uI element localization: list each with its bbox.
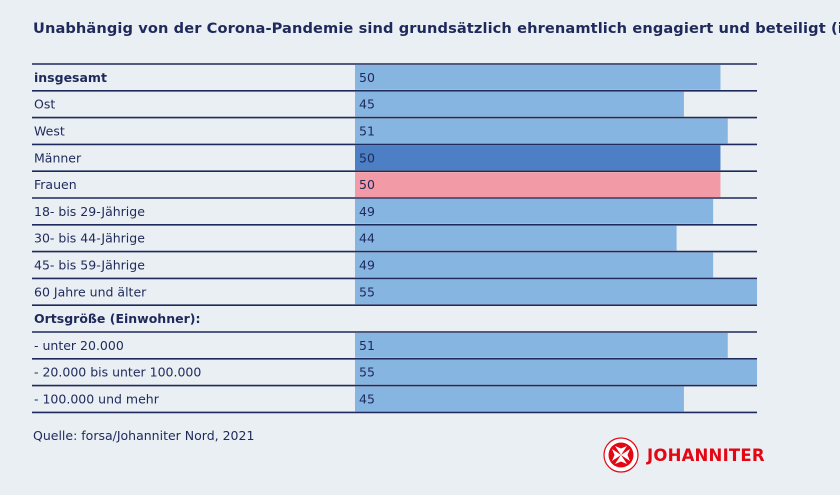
bar-value-label: 51 <box>359 338 375 353</box>
row-label: insgesamt <box>34 70 107 85</box>
chart-title: Unabhängig von der Corona-Pandemie sind … <box>33 20 840 37</box>
chart-row: 45 Ost <box>34 91 684 117</box>
row-label: - unter 20.000 <box>34 338 124 353</box>
bar <box>355 225 677 251</box>
row-label: - 100.000 und mehr <box>34 392 160 407</box>
row-label: Frauen <box>34 177 77 192</box>
bar <box>355 386 684 412</box>
chart-row: 49 18- bis 29-Jährige <box>34 199 714 224</box>
johanniter-logo: JOHANNITER <box>603 437 765 473</box>
chart-row: Ortsgröße (Einwohner): <box>34 311 200 326</box>
row-label: Männer <box>34 150 82 165</box>
chart-row: 51 - unter 20.000 <box>34 333 728 358</box>
bar <box>355 359 757 385</box>
row-label: 60 Jahre und älter <box>34 284 147 299</box>
chart-row: 55 60 Jahre und älter <box>34 279 757 305</box>
johanniter-emblem-icon <box>603 437 639 473</box>
row-label: 18- bis 29-Jährige <box>34 204 145 219</box>
chart-row: 44 30- bis 44-Jährige <box>34 225 677 251</box>
bar-value-label: 45 <box>359 97 375 112</box>
bar-chart: 50 insgesamt 45 Ost 51 West 50 Männer 50 Frauen 49… <box>32 63 757 414</box>
group-header-label: Ortsgröße (Einwohner): <box>34 311 200 326</box>
chart-row: 50 Männer <box>34 145 721 171</box>
bar <box>355 333 728 358</box>
bar <box>355 252 714 278</box>
chart-row: 50 insgesamt <box>34 65 721 90</box>
bar-value-label: 49 <box>359 204 375 219</box>
chart-row: 49 45- bis 59-Jährige <box>34 252 714 278</box>
chart-row: 55 - 20.000 bis unter 100.000 <box>34 359 757 385</box>
bar <box>355 118 728 144</box>
chart-row: 45 - 100.000 und mehr <box>34 386 684 412</box>
row-label: Ost <box>34 97 55 112</box>
row-label: 30- bis 44-Jährige <box>34 231 145 246</box>
chart-row: 51 West <box>34 118 728 144</box>
bar <box>355 145 721 171</box>
bar-value-label: 50 <box>359 150 375 165</box>
bar-value-label: 50 <box>359 177 375 192</box>
bar <box>355 65 721 90</box>
chart-row: 50 Frauen <box>34 172 721 197</box>
bar-value-label: 44 <box>359 231 375 246</box>
logo-text: JOHANNITER <box>647 445 765 465</box>
bar <box>355 199 714 224</box>
bar <box>355 172 721 197</box>
bar-value-label: 55 <box>359 365 375 380</box>
bar-value-label: 51 <box>359 124 375 139</box>
bar-value-label: 45 <box>359 392 375 407</box>
bar-value-label: 50 <box>359 70 375 85</box>
row-label: 45- bis 59-Jährige <box>34 258 145 273</box>
row-label: - 20.000 bis unter 100.000 <box>34 365 201 380</box>
bar-value-label: 55 <box>359 284 375 299</box>
bar <box>355 279 757 305</box>
row-label: West <box>34 124 65 139</box>
bar-value-label: 49 <box>359 258 375 273</box>
bar <box>355 91 684 117</box>
source-note: Quelle: forsa/Johanniter Nord, 2021 <box>33 428 255 443</box>
